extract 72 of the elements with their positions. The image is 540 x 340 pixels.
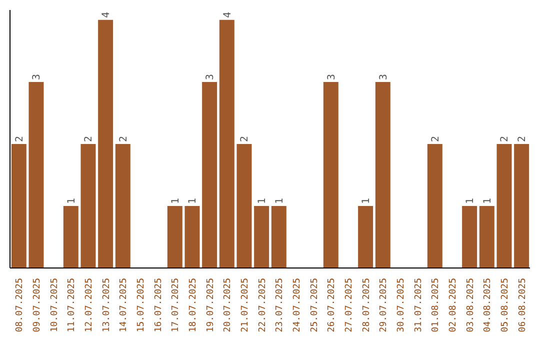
data-label: 1 bbox=[274, 198, 286, 204]
data-label: 3 bbox=[32, 74, 43, 80]
bar bbox=[427, 144, 442, 268]
x-tick-label: 23.07.2025 bbox=[275, 278, 286, 332]
x-tick-label: 25.07.2025 bbox=[310, 278, 320, 332]
data-label: 2 bbox=[430, 136, 442, 142]
bar bbox=[28, 82, 44, 268]
data-label: 1 bbox=[257, 198, 268, 204]
bar bbox=[236, 144, 252, 268]
x-tick-label: 27.07.2025 bbox=[344, 278, 354, 332]
data-label: 1 bbox=[170, 198, 182, 204]
bar bbox=[63, 206, 78, 268]
x-tick-label: 08.07.2025 bbox=[15, 278, 26, 332]
x-tick-label: 22.07.2025 bbox=[258, 278, 268, 332]
bar bbox=[271, 206, 286, 268]
bar bbox=[98, 20, 114, 268]
x-tick-label: 17.07.2025 bbox=[171, 278, 182, 332]
x-tick-label: 16.07.2025 bbox=[154, 278, 164, 332]
bar bbox=[375, 82, 390, 268]
data-label: 2 bbox=[118, 136, 130, 142]
bar bbox=[167, 206, 182, 268]
x-tick-label: 21.07.2025 bbox=[240, 278, 250, 332]
x-tick-label: 02.08.2025 bbox=[448, 278, 458, 332]
x-tick-label: 15.07.2025 bbox=[136, 278, 146, 332]
bar bbox=[202, 82, 218, 268]
x-tick-label: 01.08.2025 bbox=[431, 278, 442, 332]
x-tick-label: 04.08.2025 bbox=[483, 278, 494, 332]
x-tick-label: 31.07.2025 bbox=[414, 278, 424, 332]
bar bbox=[11, 144, 26, 268]
bar bbox=[184, 206, 200, 268]
x-tick-label: 05.08.2025 bbox=[500, 278, 510, 332]
x-tick-label: 29.07.2025 bbox=[379, 278, 390, 332]
data-label: 1 bbox=[66, 198, 78, 204]
bar bbox=[514, 144, 530, 268]
bar bbox=[479, 206, 494, 268]
bar bbox=[358, 206, 374, 268]
data-label: 1 bbox=[188, 198, 199, 204]
bar bbox=[496, 144, 512, 268]
x-tick-label: 19.07.2025 bbox=[206, 278, 216, 332]
data-label: 2 bbox=[14, 136, 26, 142]
x-tick-label: 30.07.2025 bbox=[396, 278, 406, 332]
bar bbox=[80, 144, 96, 268]
x-tick-label: 28.07.2025 bbox=[362, 278, 372, 332]
x-tick-label: 14.07.2025 bbox=[119, 278, 130, 332]
bar bbox=[115, 144, 130, 268]
data-label: 3 bbox=[326, 74, 338, 80]
data-label: 2 bbox=[84, 136, 95, 142]
data-label: 2 bbox=[500, 136, 511, 142]
x-tick-label: 20.07.2025 bbox=[223, 278, 234, 332]
bar bbox=[323, 82, 338, 268]
bar bbox=[462, 206, 478, 268]
x-tick-label: 10.07.2025 bbox=[50, 278, 60, 332]
x-tick-label: 24.07.2025 bbox=[292, 278, 302, 332]
x-tick-label: 03.08.2025 bbox=[466, 278, 476, 332]
data-label: 1 bbox=[465, 198, 476, 204]
data-label: 4 bbox=[222, 12, 234, 18]
data-label: 3 bbox=[378, 74, 390, 80]
data-label: 3 bbox=[205, 74, 216, 80]
data-label: 1 bbox=[361, 198, 372, 204]
data-label: 2 bbox=[240, 136, 251, 142]
bar bbox=[254, 206, 270, 268]
bar bbox=[219, 20, 234, 268]
data-label: 1 bbox=[482, 198, 494, 204]
x-tick-label: 09.07.2025 bbox=[32, 278, 42, 332]
x-tick-label: 12.07.2025 bbox=[84, 278, 94, 332]
x-tick-label: 11.07.2025 bbox=[67, 278, 78, 332]
x-tick-label: 26.07.2025 bbox=[327, 278, 338, 332]
x-tick-label: 13.07.2025 bbox=[102, 278, 112, 332]
data-label: 2 bbox=[517, 136, 528, 142]
data-label: 4 bbox=[101, 12, 112, 18]
x-tick-label: 18.07.2025 bbox=[188, 278, 198, 332]
x-tick-label: 06.08.2025 bbox=[518, 278, 528, 332]
